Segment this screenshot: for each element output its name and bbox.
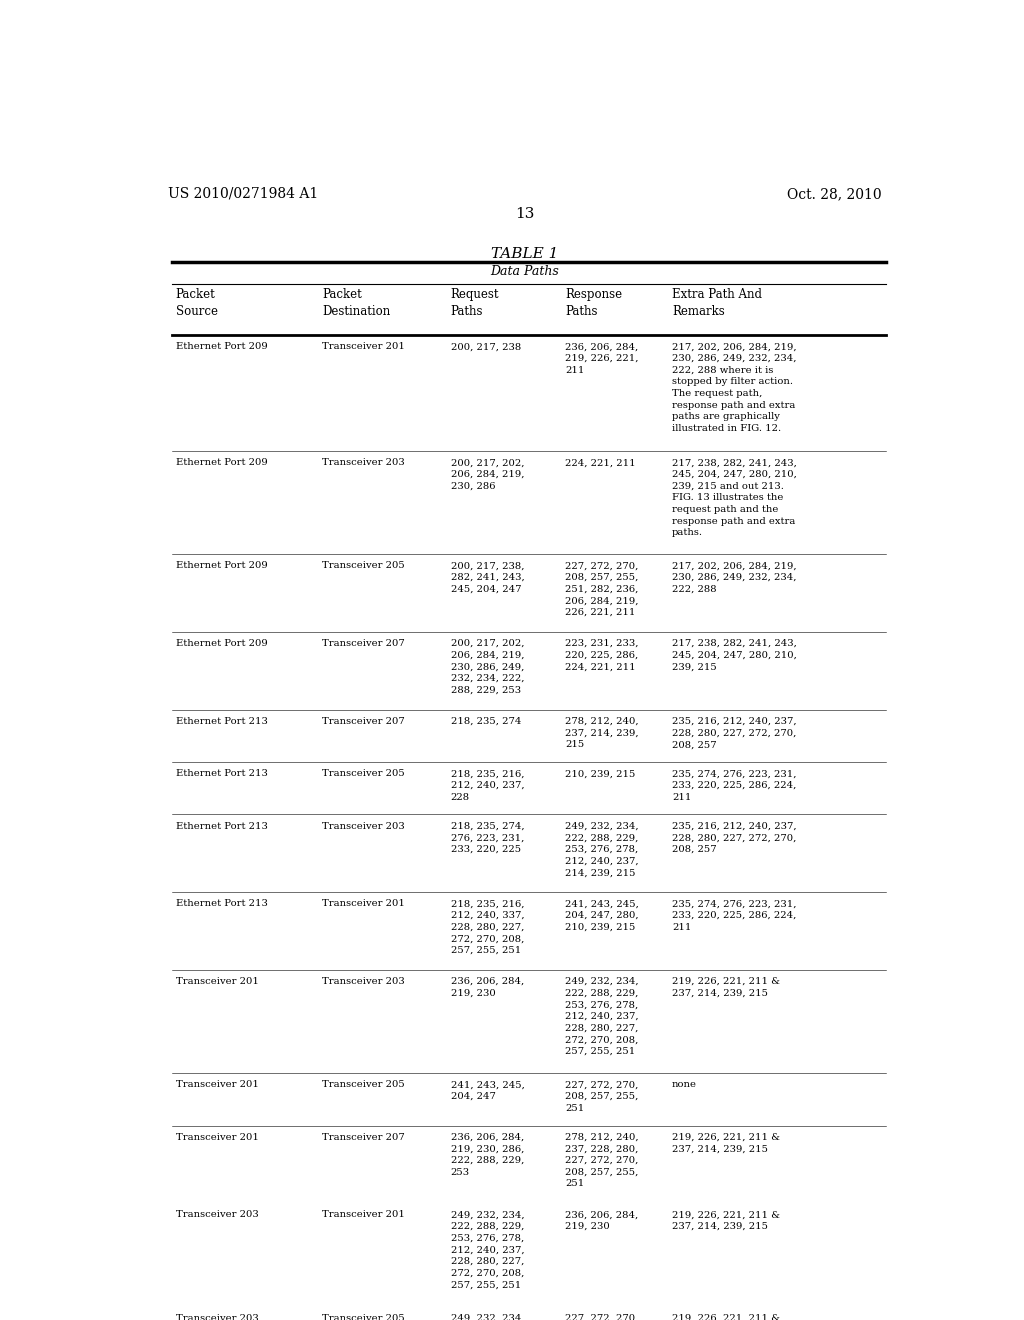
Text: 235, 216, 212, 240, 237,
228, 280, 227, 272, 270,
208, 257: 235, 216, 212, 240, 237, 228, 280, 227, … xyxy=(672,717,797,750)
Text: Transceiver 201: Transceiver 201 xyxy=(176,1080,258,1089)
Text: 217, 202, 206, 284, 219,
230, 286, 249, 232, 234,
222, 288 where it is
stopped b: 217, 202, 206, 284, 219, 230, 286, 249, … xyxy=(672,342,797,433)
Text: Transceiver 205: Transceiver 205 xyxy=(322,770,404,779)
Text: 235, 274, 276, 223, 231,
233, 220, 225, 286, 224,
211: 235, 274, 276, 223, 231, 233, 220, 225, … xyxy=(672,899,797,932)
Text: Ethernet Port 209: Ethernet Port 209 xyxy=(176,639,267,648)
Text: 218, 235, 274,
276, 223, 231,
233, 220, 225: 218, 235, 274, 276, 223, 231, 233, 220, … xyxy=(451,821,524,854)
Text: Transceiver 203: Transceiver 203 xyxy=(322,458,404,467)
Text: 249, 232, 234,
222, 288, 229,
253, 276, 278,
212, 240, 237,
228: 249, 232, 234, 222, 288, 229, 253, 276, … xyxy=(451,1313,524,1320)
Text: 249, 232, 234,
222, 288, 229,
253, 276, 278,
212, 240, 237,
214, 239, 215: 249, 232, 234, 222, 288, 229, 253, 276, … xyxy=(565,821,639,878)
Text: TABLE 1: TABLE 1 xyxy=(492,247,558,261)
Text: Transceiver 203: Transceiver 203 xyxy=(176,1313,258,1320)
Text: 200, 217, 202,
206, 284, 219,
230, 286: 200, 217, 202, 206, 284, 219, 230, 286 xyxy=(451,458,524,491)
Text: 223, 231, 233,
220, 225, 286,
224, 221, 211: 223, 231, 233, 220, 225, 286, 224, 221, … xyxy=(565,639,638,672)
Text: 219, 226, 221, 211 &
237, 214, 239, 215: 219, 226, 221, 211 & 237, 214, 239, 215 xyxy=(672,1313,780,1320)
Text: Packet
Destination: Packet Destination xyxy=(322,289,390,318)
Text: 217, 202, 206, 284, 219,
230, 286, 249, 232, 234,
222, 288: 217, 202, 206, 284, 219, 230, 286, 249, … xyxy=(672,561,797,594)
Text: Ethernet Port 213: Ethernet Port 213 xyxy=(176,770,267,779)
Text: 249, 232, 234,
222, 288, 229,
253, 276, 278,
212, 240, 237,
228, 280, 227,
272, : 249, 232, 234, 222, 288, 229, 253, 276, … xyxy=(565,977,639,1056)
Text: 236, 206, 284,
219, 230: 236, 206, 284, 219, 230 xyxy=(451,977,524,998)
Text: Transceiver 201: Transceiver 201 xyxy=(322,342,404,351)
Text: 235, 216, 212, 240, 237,
228, 280, 227, 272, 270,
208, 257: 235, 216, 212, 240, 237, 228, 280, 227, … xyxy=(672,821,797,854)
Text: Ethernet Port 209: Ethernet Port 209 xyxy=(176,458,267,467)
Text: 218, 235, 216,
212, 240, 237,
228: 218, 235, 216, 212, 240, 237, 228 xyxy=(451,770,524,801)
Text: 217, 238, 282, 241, 243,
245, 204, 247, 280, 210,
239, 215 and out 213.
FIG. 13 : 217, 238, 282, 241, 243, 245, 204, 247, … xyxy=(672,458,797,537)
Text: 218, 235, 274: 218, 235, 274 xyxy=(451,717,521,726)
Text: 249, 232, 234,
222, 288, 229,
253, 276, 278,
212, 240, 237,
228, 280, 227,
272, : 249, 232, 234, 222, 288, 229, 253, 276, … xyxy=(451,1210,524,1290)
Text: Transceiver 201: Transceiver 201 xyxy=(176,1133,258,1142)
Text: US 2010/0271984 A1: US 2010/0271984 A1 xyxy=(168,187,317,201)
Text: 241, 243, 245,
204, 247: 241, 243, 245, 204, 247 xyxy=(451,1080,524,1101)
Text: Transceiver 207: Transceiver 207 xyxy=(322,717,404,726)
Text: 227, 272, 270,
208, 257, 255,
251, 282, 236,
206, 284, 219,
230: 227, 272, 270, 208, 257, 255, 251, 282, … xyxy=(565,1313,638,1320)
Text: Transceiver 205: Transceiver 205 xyxy=(322,1313,404,1320)
Text: Transceiver 201: Transceiver 201 xyxy=(176,977,258,986)
Text: 235, 274, 276, 223, 231,
233, 220, 225, 286, 224,
211: 235, 274, 276, 223, 231, 233, 220, 225, … xyxy=(672,770,797,801)
Text: 200, 217, 238: 200, 217, 238 xyxy=(451,342,521,351)
Text: Transceiver 201: Transceiver 201 xyxy=(322,1210,404,1220)
Text: 236, 206, 284,
219, 230, 286,
222, 288, 229,
253: 236, 206, 284, 219, 230, 286, 222, 288, … xyxy=(451,1133,524,1176)
Text: 217, 238, 282, 241, 243,
245, 204, 247, 280, 210,
239, 215: 217, 238, 282, 241, 243, 245, 204, 247, … xyxy=(672,639,797,672)
Text: Response
Paths: Response Paths xyxy=(565,289,622,318)
Text: Ethernet Port 209: Ethernet Port 209 xyxy=(176,561,267,570)
Text: 219, 226, 221, 211 &
237, 214, 239, 215: 219, 226, 221, 211 & 237, 214, 239, 215 xyxy=(672,1210,780,1232)
Text: Transceiver 205: Transceiver 205 xyxy=(322,1080,404,1089)
Text: Oct. 28, 2010: Oct. 28, 2010 xyxy=(787,187,882,201)
Text: 224, 221, 211: 224, 221, 211 xyxy=(565,458,636,467)
Text: 200, 217, 202,
206, 284, 219,
230, 286, 249,
232, 234, 222,
288, 229, 253: 200, 217, 202, 206, 284, 219, 230, 286, … xyxy=(451,639,524,694)
Text: Transceiver 201: Transceiver 201 xyxy=(322,899,404,908)
Text: 278, 212, 240,
237, 214, 239,
215: 278, 212, 240, 237, 214, 239, 215 xyxy=(565,717,639,750)
Text: 236, 206, 284,
219, 230: 236, 206, 284, 219, 230 xyxy=(565,1210,638,1232)
Text: 278, 212, 240,
237, 228, 280,
227, 272, 270,
208, 257, 255,
251: 278, 212, 240, 237, 228, 280, 227, 272, … xyxy=(565,1133,639,1188)
Text: Ethernet Port 213: Ethernet Port 213 xyxy=(176,821,267,830)
Text: 218, 235, 216,
212, 240, 337,
228, 280, 227,
272, 270, 208,
257, 255, 251: 218, 235, 216, 212, 240, 337, 228, 280, … xyxy=(451,899,524,954)
Text: Packet
Source: Packet Source xyxy=(176,289,218,318)
Text: Transceiver 207: Transceiver 207 xyxy=(322,639,404,648)
Text: Ethernet Port 209: Ethernet Port 209 xyxy=(176,342,267,351)
Text: 227, 272, 270,
208, 257, 255,
251: 227, 272, 270, 208, 257, 255, 251 xyxy=(565,1080,638,1113)
Text: Extra Path And
Remarks: Extra Path And Remarks xyxy=(672,289,762,318)
Text: Transceiver 203: Transceiver 203 xyxy=(322,977,404,986)
Text: Transceiver 203: Transceiver 203 xyxy=(322,821,404,830)
Text: 227, 272, 270,
208, 257, 255,
251, 282, 236,
206, 284, 219,
226, 221, 211: 227, 272, 270, 208, 257, 255, 251, 282, … xyxy=(565,561,638,616)
Text: 219, 226, 221, 211 &
237, 214, 239, 215: 219, 226, 221, 211 & 237, 214, 239, 215 xyxy=(672,977,780,998)
Text: Transceiver 203: Transceiver 203 xyxy=(176,1210,258,1220)
Text: 241, 243, 245,
204, 247, 280,
210, 239, 215: 241, 243, 245, 204, 247, 280, 210, 239, … xyxy=(565,899,639,932)
Text: Ethernet Port 213: Ethernet Port 213 xyxy=(176,899,267,908)
Text: Ethernet Port 213: Ethernet Port 213 xyxy=(176,717,267,726)
Text: none: none xyxy=(672,1080,697,1089)
Text: 200, 217, 238,
282, 241, 243,
245, 204, 247: 200, 217, 238, 282, 241, 243, 245, 204, … xyxy=(451,561,524,594)
Text: 236, 206, 284,
219, 226, 221,
211: 236, 206, 284, 219, 226, 221, 211 xyxy=(565,342,638,375)
Text: 13: 13 xyxy=(515,207,535,222)
Text: Data Paths: Data Paths xyxy=(490,265,559,279)
Text: Request
Paths: Request Paths xyxy=(451,289,499,318)
Text: Transceiver 207: Transceiver 207 xyxy=(322,1133,404,1142)
Text: Transceiver 205: Transceiver 205 xyxy=(322,561,404,570)
Text: 210, 239, 215: 210, 239, 215 xyxy=(565,770,635,779)
Text: 219, 226, 221, 211 &
237, 214, 239, 215: 219, 226, 221, 211 & 237, 214, 239, 215 xyxy=(672,1133,780,1154)
